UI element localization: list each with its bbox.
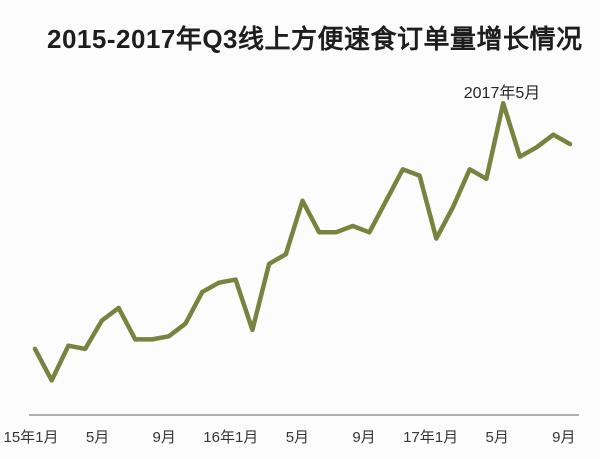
x-tick-label: 9月	[352, 429, 376, 446]
x-tick-label: 5月	[485, 429, 509, 446]
x-tick-label: 9月	[152, 429, 176, 446]
peak-annotation-label: 2017年5月	[463, 85, 541, 102]
x-tick-label: 9月	[552, 429, 576, 446]
x-tick-label: 16年1月	[203, 429, 259, 446]
data-line	[32, 100, 573, 383]
chart-title: 2015-2017年Q3线上方便速食订单量增长情况	[47, 24, 583, 54]
x-tick-label: 5月	[285, 429, 310, 446]
x-tick-label: 17年1月	[403, 429, 459, 446]
x-tick-label: 5月	[85, 429, 110, 446]
x-axis-tick-row: 15年1月 5月 9月 16年1月 5月 9月 17年1月 5月 9月	[0, 426, 600, 446]
x-tick-label: 15年1月	[3, 429, 59, 446]
